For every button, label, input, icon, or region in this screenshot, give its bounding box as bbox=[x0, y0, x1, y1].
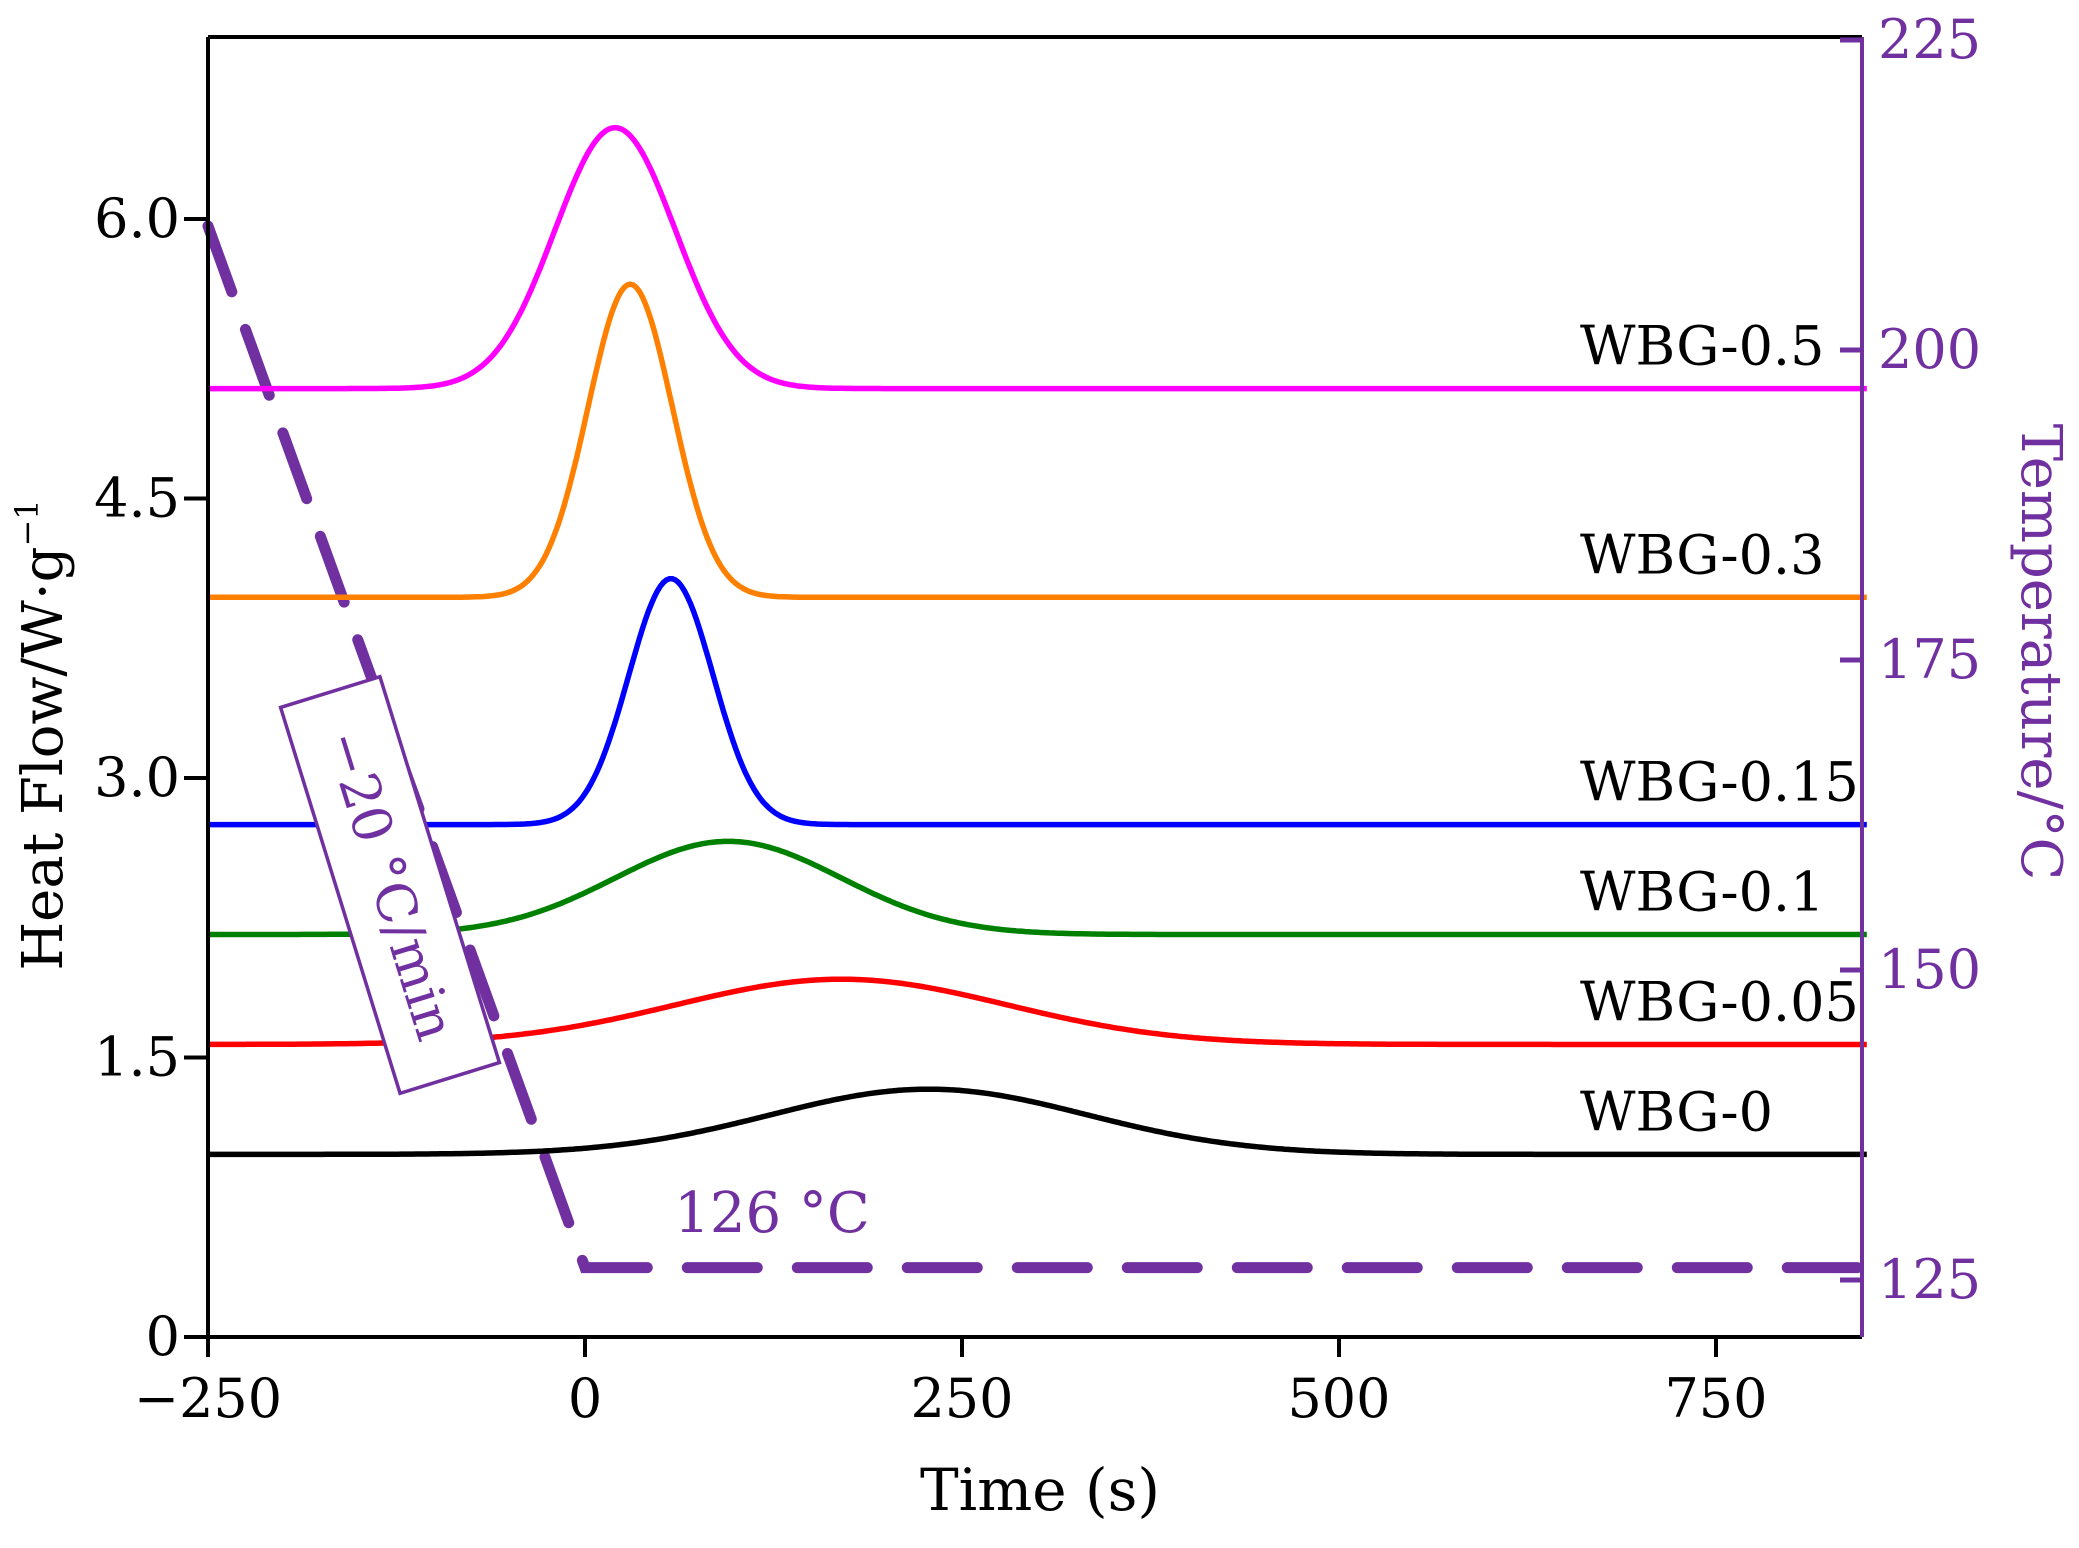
series-label-2: WBG-0.1 bbox=[1580, 861, 1824, 924]
series-labels: WBG-0 WBG-0.05 WBG-0.1 WBG-0.15 WBG-0.3 WBG-0… bbox=[1580, 315, 1859, 1144]
series-label-5: WBG-0.5 bbox=[1580, 315, 1824, 378]
y-tick-label: 3.0 bbox=[94, 746, 180, 809]
x-tick-label: 250 bbox=[910, 1367, 1013, 1430]
rate-annotation-box bbox=[278, 674, 502, 1096]
y2-tick-label: 200 bbox=[1878, 318, 1981, 381]
series-label-3: WBG-0.15 bbox=[1580, 751, 1859, 814]
x-tick-label: 500 bbox=[1287, 1367, 1390, 1430]
series-line-0 bbox=[208, 1086, 1867, 1158]
hold-temperature-label: 126 °C bbox=[674, 1181, 870, 1246]
temperature-profile bbox=[202, 220, 1873, 1274]
x-tick-label: −250 bbox=[134, 1367, 282, 1430]
y2-tick-label: 150 bbox=[1878, 938, 1981, 1001]
x-tick-label: 0 bbox=[568, 1367, 602, 1430]
y-axis-label: Heat Flow/W·g−1 bbox=[8, 499, 76, 970]
y-tick-label: 1.5 bbox=[94, 1026, 180, 1089]
series-line-4 bbox=[208, 281, 1867, 601]
y-axis-label-main: Heat Flow/W·g bbox=[11, 547, 76, 971]
x-tick-label: 750 bbox=[1664, 1367, 1767, 1430]
rate-annotation: −20 °C/min bbox=[278, 674, 502, 1096]
y2-tick-label: 175 bbox=[1878, 628, 1981, 691]
series-label-1: WBG-0.05 bbox=[1580, 971, 1859, 1034]
axis-ticks: −250 0 250 500 75001.53.04.56.01251501752002… bbox=[94, 8, 1981, 1430]
series-line-5 bbox=[208, 124, 1867, 392]
series-line-3 bbox=[208, 576, 1867, 828]
temperature-line bbox=[202, 220, 1873, 1274]
y-tick-label: 0 bbox=[146, 1305, 180, 1368]
series-label-0: WBG-0 bbox=[1580, 1080, 1773, 1143]
series-line-2 bbox=[208, 838, 1867, 938]
series-group bbox=[208, 124, 1867, 1158]
y-axis-label-sup: −1 bbox=[8, 499, 46, 546]
series-label-4: WBG-0.3 bbox=[1580, 523, 1824, 586]
y2-tick-label: 125 bbox=[1878, 1248, 1981, 1311]
y2-tick-label: 225 bbox=[1878, 8, 1981, 71]
x-axis-label: Time (s) bbox=[920, 1456, 1160, 1524]
y-tick-label: 4.5 bbox=[94, 467, 180, 530]
y-tick-label: 6.0 bbox=[94, 187, 180, 250]
y2-axis-label: Temperature/°C bbox=[2008, 424, 2073, 881]
